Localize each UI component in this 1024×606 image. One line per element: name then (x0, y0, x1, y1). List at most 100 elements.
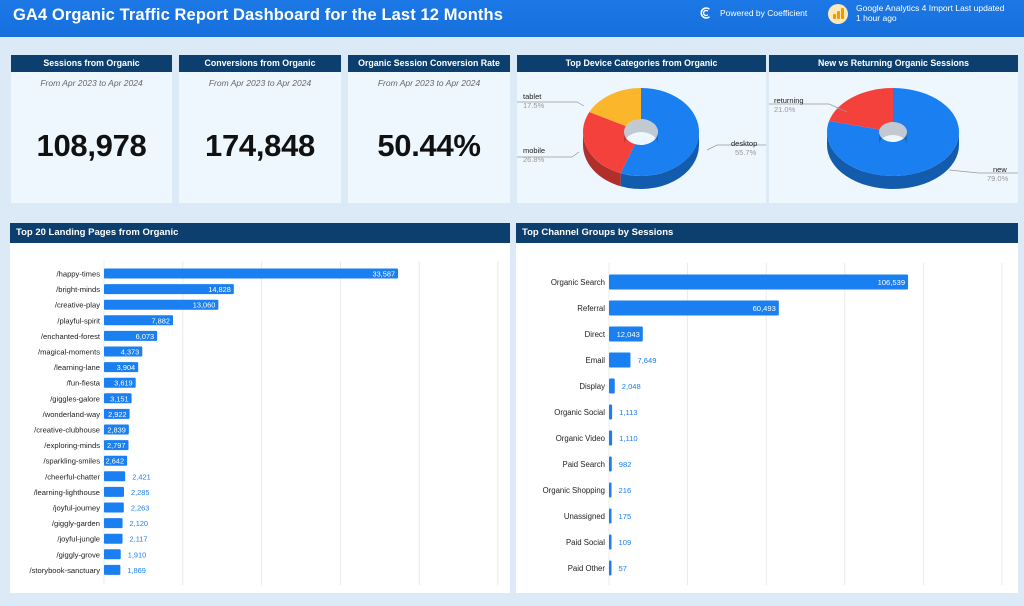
bar-email[interactable] (609, 352, 631, 368)
pie-label-name: mobile (523, 146, 546, 155)
bar-cheerful-chatter[interactable] (104, 471, 126, 482)
data-label: 2,642 (106, 457, 125, 466)
device-pie-card: Top Device Categories from Organic table… (517, 55, 766, 203)
bar-happy-times[interactable] (104, 268, 399, 279)
data-label: 3,619 (114, 379, 133, 388)
data-label: 175 (619, 512, 632, 521)
bar-joyful-jungle[interactable] (104, 533, 123, 544)
bar-fun-fiesta[interactable] (104, 377, 136, 388)
pie-leader-line (517, 151, 580, 158)
pie-slice-tablet[interactable] (589, 88, 641, 127)
data-label: 6,073 (136, 332, 155, 341)
bar-learning-lane[interactable] (104, 362, 139, 373)
bar-giggly-grove[interactable] (104, 549, 121, 560)
new-returning-pie-chart[interactable] (769, 72, 1018, 203)
bar-display[interactable] (609, 378, 615, 394)
device-pie-title: Top Device Categories from Organic (517, 55, 766, 72)
pie-label-new: new 79.0% (987, 165, 1008, 183)
category-label: Email (586, 356, 606, 365)
bar-bright-minds[interactable] (104, 284, 234, 295)
category-label: /happy-times (57, 270, 101, 279)
bar-paid-social[interactable] (609, 534, 612, 550)
pie-slice-mobile[interactable] (583, 112, 636, 174)
pie-leader-line (706, 144, 766, 151)
device-pie-chart[interactable] (517, 72, 766, 203)
data-label: 109 (619, 538, 632, 547)
bar-organic-shopping[interactable] (609, 482, 612, 498)
pie-slice-side (583, 132, 621, 187)
bar-creative-clubhouse[interactable] (104, 424, 129, 435)
data-label: 2,922 (108, 410, 127, 419)
category-label: /bright-minds (56, 285, 100, 294)
bar-referral[interactable] (609, 300, 779, 316)
pie-label-desktop: desktop 55.7% (731, 139, 757, 157)
data-label: 14,828 (208, 285, 231, 294)
bar-magical-moments[interactable] (104, 346, 143, 357)
bar-giggles-galore[interactable] (104, 393, 132, 404)
bar-unassigned[interactable] (609, 508, 612, 524)
category-label: /playful-spirit (57, 316, 101, 325)
category-label: /joyful-jungle (57, 535, 100, 544)
category-label: /exploring-minds (44, 441, 100, 450)
bar-paid-search[interactable] (609, 456, 612, 472)
bar-playful-spirit[interactable] (104, 315, 174, 326)
data-label: 2,263 (131, 504, 150, 513)
data-label: 106,539 (878, 278, 905, 287)
bar-creative-play[interactable] (104, 299, 219, 310)
category-label: Organic Video (556, 434, 606, 443)
bar-organic-search[interactable] (609, 274, 909, 290)
bar-organic-video[interactable] (609, 430, 613, 446)
pie-label-name: desktop (731, 139, 758, 148)
pie-slice-side (827, 132, 959, 189)
channel-groups-bar-chart: Organic Search 106,539 Referral 60,493 Direc… (543, 263, 1003, 585)
bar-giggly-garden[interactable] (104, 518, 123, 529)
data-label: 12,043 (617, 330, 640, 339)
new-returning-pie-title: New vs Returning Organic Sessions (769, 55, 1018, 72)
category-label: /giggles-galore (50, 394, 100, 403)
pie-label-mobile: mobile 26.8% (523, 146, 545, 164)
data-label: 982 (619, 460, 632, 469)
bar-direct[interactable] (609, 326, 643, 342)
pie-hole-wall (879, 122, 907, 145)
plot-area (609, 263, 1002, 585)
category-label: /creative-clubhouse (34, 426, 100, 435)
data-label: 4,373 (121, 348, 140, 357)
bar-learning-lighthouse[interactable] (104, 486, 125, 497)
bar-organic-social[interactable] (609, 404, 613, 420)
pie-slice-desktop[interactable] (620, 88, 699, 176)
category-label: /learning-lane (54, 363, 100, 372)
category-label: Organic Shopping (543, 486, 605, 495)
bar-sparkling-smiles[interactable] (104, 455, 128, 466)
kpi-card-conversion-rate: Organic Session Conversion Rate From Apr… (348, 55, 510, 203)
pie-slice-new[interactable] (827, 88, 959, 176)
landing-pages-title: Top 20 Landing Pages from Organic (10, 223, 510, 243)
bar-storybook-sanctuary[interactable] (104, 564, 121, 575)
category-label: Paid Search (563, 460, 605, 469)
bar-joyful-journey[interactable] (104, 502, 124, 513)
kpi-subtitle: From Apr 2023 to Apr 2024 (377, 78, 481, 88)
data-label: 60,493 (753, 304, 776, 313)
bar-enchanted-forest[interactable] (104, 330, 158, 341)
kpi-title: Organic Session Conversion Rate (348, 55, 510, 72)
data-label: 1,110 (619, 434, 637, 443)
pie-label-name: returning (774, 96, 804, 105)
category-label: Organic Social (554, 408, 605, 417)
kpi-subtitle: From Apr 2023 to Apr 2024 (208, 78, 312, 88)
pie-slice-side (620, 132, 699, 189)
kpi-card-sessions: Sessions from Organic From Apr 2023 to A… (11, 55, 172, 203)
data-label: 2,285 (131, 488, 150, 497)
plot-area (104, 261, 498, 585)
category-label: /fun-fiesta (67, 379, 101, 388)
data-label: 3,151 (110, 394, 129, 403)
category-label: Display (579, 382, 605, 391)
data-label: 3,904 (117, 363, 136, 372)
bar-wonderland-way[interactable] (104, 408, 130, 419)
bar-exploring-minds[interactable] (104, 440, 129, 451)
powered-by[interactable]: Powered by Coefficient (699, 6, 807, 20)
kpi-value: 108,978 (36, 128, 147, 163)
bar-paid-other[interactable] (609, 560, 612, 576)
category-label: /magical-moments (38, 348, 100, 357)
pie-slice-returning[interactable] (829, 88, 893, 130)
data-label: 216 (619, 486, 632, 495)
data-label: 2,120 (130, 519, 149, 528)
